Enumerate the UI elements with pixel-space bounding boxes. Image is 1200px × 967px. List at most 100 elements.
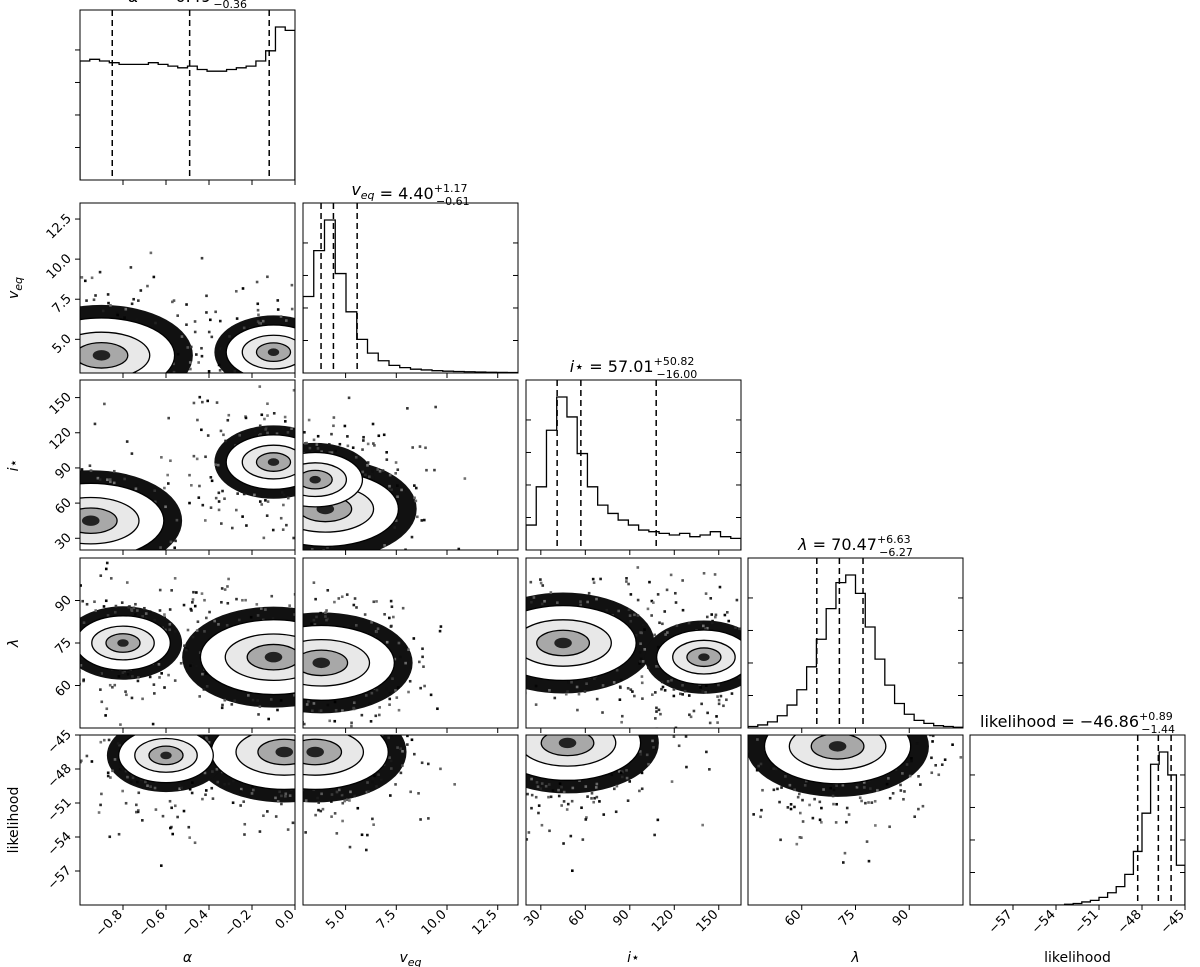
scatter-point xyxy=(100,700,104,704)
scatter-point xyxy=(845,806,849,810)
scatter-point xyxy=(137,375,140,378)
panel-i_star-vs-v_eq xyxy=(194,379,519,595)
scatter-point xyxy=(80,759,83,763)
scatter-point xyxy=(595,597,598,601)
panel-likelihood-vs-likelihood: likelihood = −46.86+0.89 −1.44−57 −54 −51 −4… xyxy=(969,710,1188,966)
scatter-point xyxy=(390,488,393,492)
scatter-point xyxy=(300,405,303,408)
scatter-point xyxy=(287,707,290,710)
scatter-point xyxy=(335,592,338,595)
scatter-point xyxy=(633,613,636,617)
scatter-point xyxy=(280,714,283,717)
scatter-point xyxy=(220,348,224,351)
scatter-point xyxy=(618,698,622,701)
scatter-point xyxy=(233,699,237,703)
scatter-point xyxy=(116,313,119,317)
scatter-point xyxy=(658,621,661,625)
scatter-point xyxy=(182,720,185,723)
scatter-point xyxy=(714,613,718,617)
scatter-point xyxy=(641,697,644,700)
scatter-point xyxy=(255,603,259,606)
scatter-point xyxy=(294,555,297,558)
scatter-point xyxy=(761,788,764,792)
scatter-point xyxy=(332,416,336,419)
scatter-point xyxy=(134,716,137,719)
scatter-point xyxy=(887,777,890,780)
scatter-point xyxy=(483,697,486,700)
scatter-point xyxy=(74,369,77,372)
scatter-point xyxy=(304,799,308,802)
scatter-point xyxy=(201,503,205,507)
scatter-point xyxy=(467,678,470,681)
scatter-point xyxy=(591,577,595,581)
scatter-point xyxy=(137,791,141,795)
scatter-point xyxy=(551,699,554,702)
scatter-point xyxy=(625,768,628,772)
scatter-point xyxy=(131,675,134,678)
scatter-point xyxy=(102,605,106,608)
scatter-point xyxy=(490,748,493,751)
scatter-point xyxy=(263,417,266,421)
scatter-point xyxy=(601,684,605,687)
scatter-point xyxy=(188,787,192,791)
scatter-point xyxy=(904,623,907,626)
scatter-point xyxy=(890,696,893,699)
scatter-point xyxy=(45,315,48,318)
scatter-point xyxy=(253,729,256,732)
scatter-point xyxy=(266,275,269,279)
scatter-point xyxy=(189,664,192,668)
scatter-point xyxy=(672,694,676,698)
scatter-point xyxy=(102,730,105,733)
scatter-point xyxy=(55,668,58,671)
scatter-point xyxy=(845,695,848,698)
scatter-point xyxy=(536,720,539,723)
scatter-point xyxy=(298,504,301,507)
scatter-point xyxy=(326,703,330,707)
scatter-point xyxy=(640,771,644,775)
panel-frame xyxy=(79,379,296,551)
scatter-point xyxy=(744,693,747,696)
scatter-point xyxy=(748,714,751,717)
scatter-point xyxy=(511,700,514,703)
scatter-point xyxy=(264,499,267,502)
scatter-point xyxy=(797,709,800,712)
scatter-point xyxy=(803,784,807,787)
scatter-point xyxy=(356,435,359,438)
scatter-point xyxy=(42,536,45,539)
scatter-point xyxy=(534,723,537,726)
scatter-point xyxy=(85,602,89,606)
scatter-point xyxy=(872,682,875,685)
scatter-point xyxy=(57,325,60,328)
scatter-point xyxy=(725,720,728,723)
scatter-point xyxy=(244,416,248,420)
scatter-point xyxy=(303,730,306,733)
scatter-point xyxy=(299,537,302,540)
scatter-point xyxy=(194,478,197,481)
scatter-point xyxy=(279,315,283,318)
scatter-point xyxy=(151,722,155,726)
scatter-point xyxy=(541,584,545,587)
scatter-point xyxy=(390,605,394,609)
scatter-point xyxy=(484,730,487,733)
scatter-point xyxy=(266,732,269,735)
scatter-point xyxy=(339,791,343,795)
scatter-point xyxy=(49,504,52,507)
scatter-point xyxy=(227,577,230,581)
scatter-point xyxy=(333,812,337,815)
scatter-point xyxy=(148,675,152,679)
scatter-point xyxy=(105,707,109,711)
scatter-point xyxy=(540,602,544,606)
scatter-point xyxy=(378,706,381,709)
scatter-point xyxy=(931,735,935,738)
scatter-point xyxy=(716,695,719,698)
scatter-point xyxy=(272,525,275,528)
scatter-point xyxy=(524,731,527,734)
scatter-point xyxy=(413,484,416,487)
scatter-point xyxy=(299,733,302,736)
scatter-point xyxy=(870,728,873,731)
scatter-point xyxy=(121,671,125,674)
scatter-point xyxy=(350,721,353,725)
scatter-point xyxy=(299,466,302,469)
scatter-point xyxy=(116,742,120,745)
